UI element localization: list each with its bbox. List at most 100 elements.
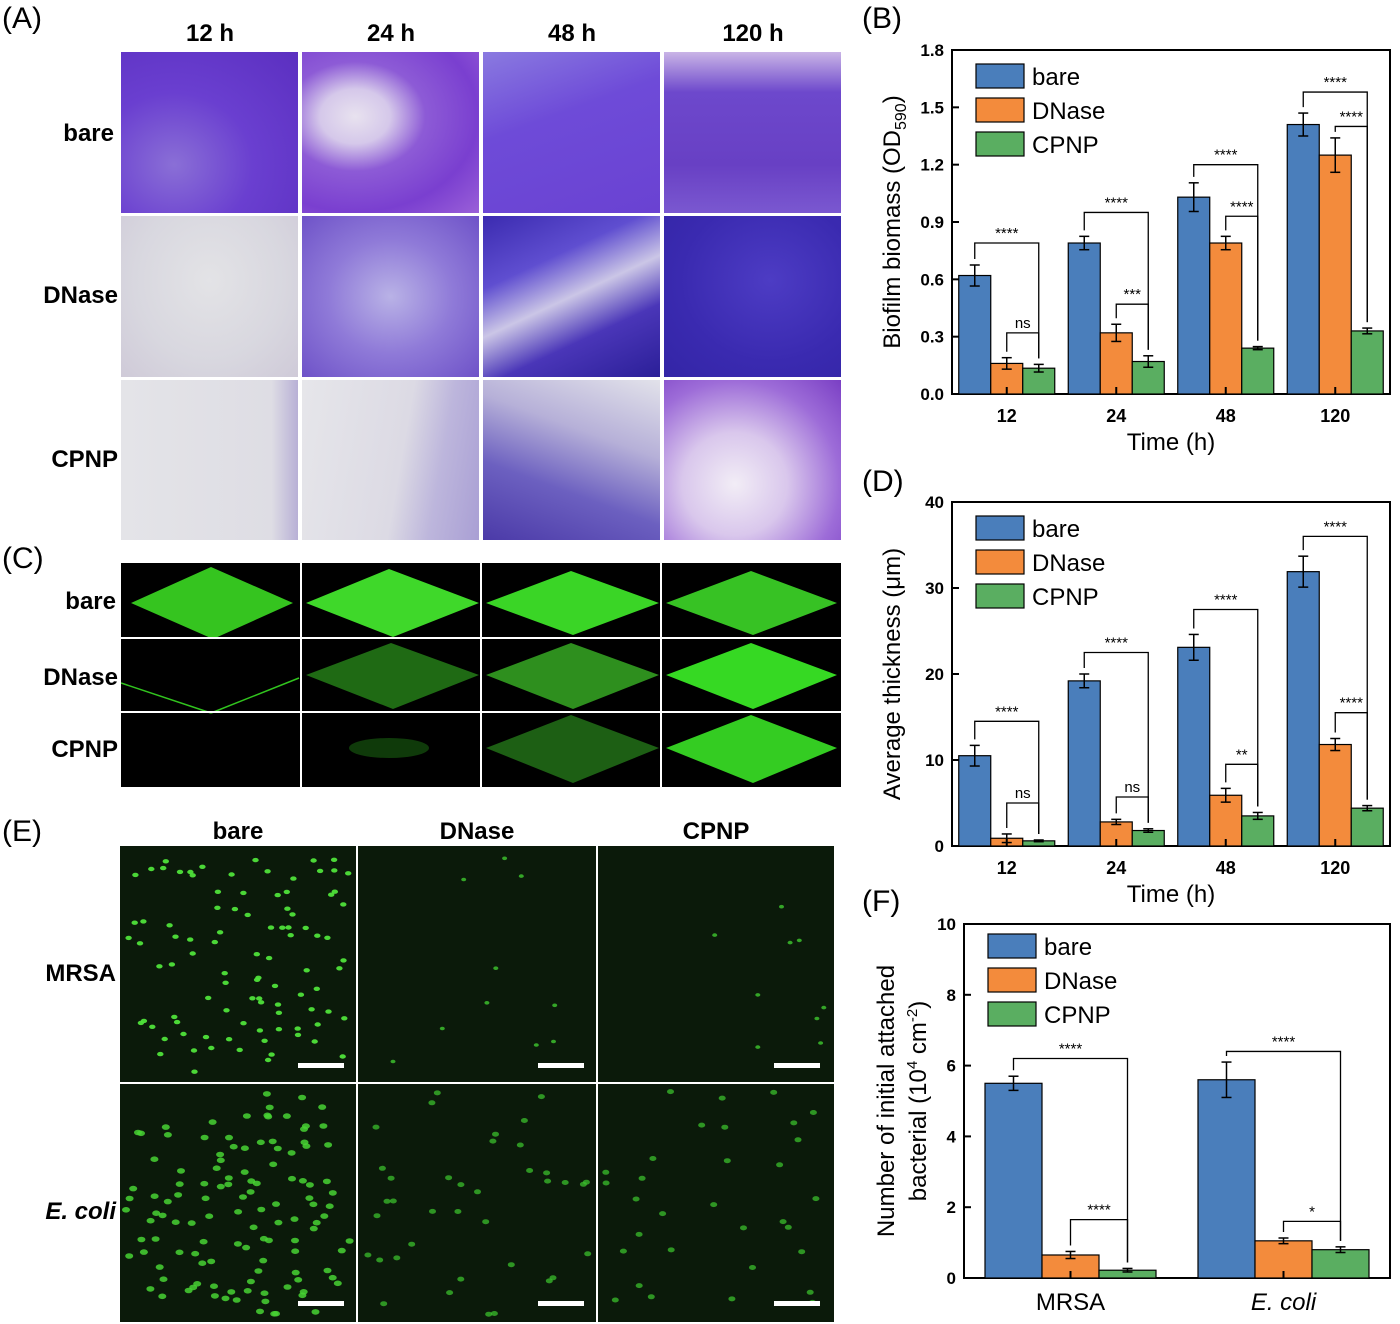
render-dnase-12h-edge-right bbox=[210, 677, 300, 714]
bacterial-cell bbox=[776, 1162, 784, 1168]
bar-cpnp bbox=[1350, 330, 1384, 395]
render-dnase-12h-edge-left bbox=[121, 682, 212, 714]
bacterial-cell bbox=[325, 1203, 334, 1209]
legend-label-bare: bare bbox=[1044, 934, 1092, 961]
bacterial-cell bbox=[809, 1110, 817, 1115]
bacterial-cell bbox=[158, 1212, 167, 1219]
significance-label: **** bbox=[1087, 1202, 1111, 1219]
significance-label: **** bbox=[1340, 695, 1364, 712]
cells-mrsa-dnase bbox=[390, 856, 558, 1064]
bar-bare bbox=[1286, 123, 1320, 395]
significance-bracket bbox=[1012, 1057, 1129, 1263]
significance-label: ns bbox=[1015, 315, 1031, 332]
render-dnase-120h bbox=[666, 643, 837, 709]
panel-e-row-mrsa: MRSA bbox=[45, 960, 116, 987]
photo-bare-12h bbox=[121, 52, 298, 213]
bacterial-cell bbox=[298, 1178, 307, 1184]
bar-bare bbox=[1177, 196, 1211, 395]
bacterial-cell bbox=[214, 889, 222, 894]
bacterial-cell bbox=[275, 1027, 283, 1032]
bacterial-cell bbox=[202, 1034, 210, 1040]
render-bare-120h bbox=[666, 571, 837, 635]
significance-bracket bbox=[1193, 608, 1259, 807]
bacterial-cell bbox=[275, 1010, 283, 1015]
bacterial-cell bbox=[314, 933, 321, 938]
bacterial-cell bbox=[159, 1276, 168, 1282]
bar-bare bbox=[1286, 571, 1320, 847]
render-bare-12h bbox=[131, 567, 293, 639]
significance-label: ns bbox=[1015, 785, 1031, 802]
photo-cpnp-120h bbox=[664, 380, 841, 540]
y-tick-label: 1.8 bbox=[920, 41, 944, 60]
bacterial-cell bbox=[176, 869, 184, 875]
significance-label: **** bbox=[995, 225, 1019, 242]
bacterial-cell bbox=[134, 1129, 142, 1136]
bacterial-cell bbox=[221, 1295, 230, 1302]
panel-e-col-dnase: DNase bbox=[439, 818, 515, 845]
bacterial-cell bbox=[228, 872, 235, 877]
bacterial-cell bbox=[264, 1113, 273, 1120]
bar-bare bbox=[1197, 1079, 1256, 1279]
bacterial-cell bbox=[265, 955, 273, 961]
x-tick-label: 12 bbox=[997, 858, 1017, 878]
significance-bracket bbox=[1083, 651, 1149, 823]
bacterial-cell bbox=[446, 1290, 454, 1296]
bacterial-cell bbox=[285, 925, 292, 930]
bacterial-cell bbox=[333, 1280, 342, 1287]
bacterial-cell bbox=[261, 1298, 270, 1305]
legend-swatch-dnase bbox=[987, 967, 1037, 993]
bacterial-cell bbox=[331, 868, 338, 873]
bacterial-cell bbox=[122, 1207, 130, 1213]
bacterial-cell bbox=[638, 1175, 646, 1181]
bacterial-cell bbox=[389, 1198, 397, 1204]
bar-bare bbox=[1067, 680, 1101, 847]
bacterial-cell bbox=[163, 1132, 172, 1138]
bacterial-cell bbox=[264, 1237, 273, 1244]
bacterial-cell bbox=[345, 1238, 354, 1244]
bacterial-cell bbox=[269, 1161, 278, 1168]
x-axis-label: Time (h) bbox=[1127, 429, 1215, 456]
y-tick-label: 0.9 bbox=[920, 213, 944, 232]
bacterial-cell bbox=[718, 1095, 726, 1101]
bacterial-cell bbox=[635, 1283, 643, 1289]
bacterial-cell bbox=[378, 1165, 386, 1171]
bacterial-cell bbox=[294, 1032, 302, 1038]
legend-label-dnase: DNase bbox=[1032, 98, 1105, 125]
bacterial-cell bbox=[457, 1182, 465, 1188]
significance-bracket bbox=[1334, 125, 1368, 323]
bacterial-cell bbox=[390, 1059, 396, 1064]
legend-label-dnase: DNase bbox=[1044, 968, 1117, 995]
bacterial-cell bbox=[257, 1000, 265, 1005]
significance-bracket bbox=[1302, 535, 1368, 800]
render-bare-48h bbox=[486, 571, 659, 635]
bacterial-cell bbox=[261, 1038, 268, 1043]
significance-label: **** bbox=[1214, 147, 1238, 164]
bacterial-cell bbox=[232, 1297, 241, 1303]
bacterial-cell bbox=[246, 1278, 255, 1285]
y-tick-label: 10 bbox=[937, 915, 956, 934]
bacterial-cell bbox=[324, 935, 331, 940]
bacterial-cell bbox=[231, 906, 239, 912]
bar-cpnp bbox=[1311, 1249, 1370, 1279]
significance-bracket bbox=[1282, 1220, 1342, 1241]
bacterial-cell bbox=[161, 1036, 168, 1042]
bacterial-cell bbox=[649, 1156, 657, 1161]
bacterial-cell bbox=[712, 933, 718, 937]
bacterial-cell bbox=[340, 902, 347, 907]
panel-a-label: (A) bbox=[2, 2, 42, 35]
bacterial-cell bbox=[163, 1198, 172, 1205]
photo-cpnp-24h bbox=[302, 380, 479, 540]
bacterial-cell bbox=[545, 1278, 553, 1284]
y-tick-label: 0.3 bbox=[920, 328, 944, 347]
bacterial-cell bbox=[341, 1016, 348, 1021]
bacterial-cell bbox=[794, 1137, 802, 1143]
legend-swatch-bare bbox=[975, 63, 1025, 89]
bacterial-cell bbox=[267, 925, 275, 930]
significance-bracket bbox=[1069, 1218, 1129, 1263]
bacterial-cell bbox=[796, 938, 802, 943]
chart-b-biofilm-biomass: 0.00.30.60.91.21.51.812 24 48 120****ns****… bbox=[879, 41, 1391, 456]
panel-a-col-120h: 120 h bbox=[722, 20, 784, 47]
bacterial-cell bbox=[291, 1269, 300, 1276]
bacterial-cell bbox=[254, 1268, 263, 1274]
bacterial-cell bbox=[814, 1016, 820, 1021]
